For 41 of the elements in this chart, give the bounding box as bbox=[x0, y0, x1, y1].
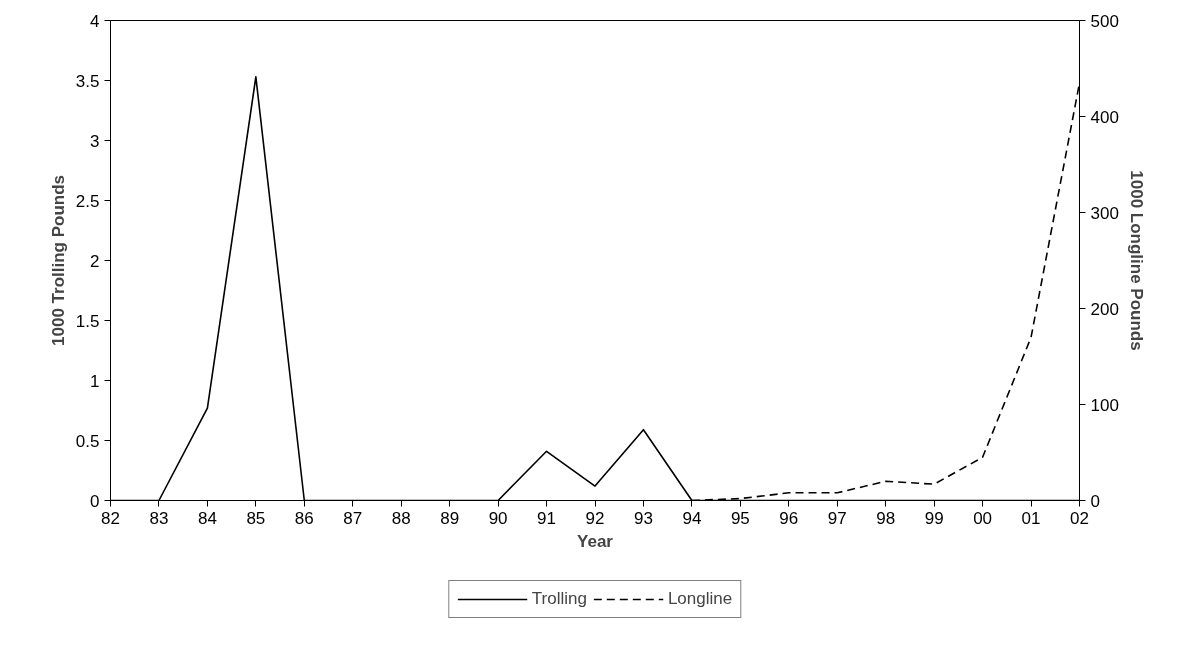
y-axis-title: 1000 Trolling Pounds bbox=[48, 175, 68, 346]
x-tick-label: 89 bbox=[440, 508, 460, 528]
legend-label: Longline bbox=[667, 589, 733, 609]
x-tick-label: 86 bbox=[294, 508, 314, 528]
y-tick-label: 2 bbox=[90, 251, 100, 271]
x-tick-label: 90 bbox=[488, 508, 508, 528]
x-tick-label: 97 bbox=[827, 508, 847, 528]
x-tick-label: 02 bbox=[1070, 508, 1089, 528]
x-tick-label: 96 bbox=[779, 508, 799, 528]
y-tick-label: 0.5 bbox=[75, 431, 100, 451]
y-tick-label: 3.5 bbox=[75, 71, 100, 91]
y-tick-label: 2.5 bbox=[75, 191, 100, 211]
y-tick-label: 1 bbox=[90, 371, 100, 391]
x-tick-label: 84 bbox=[197, 508, 217, 528]
y2-tick-label: 300 bbox=[1090, 203, 1119, 223]
y2-tick-label: 200 bbox=[1090, 299, 1119, 319]
y2-tick-label: 100 bbox=[1090, 395, 1119, 415]
y-tick-label: 3 bbox=[90, 131, 100, 151]
y-tick-label: 1.5 bbox=[75, 311, 100, 331]
x-tick-label: 83 bbox=[149, 508, 169, 528]
x-tick-label: 85 bbox=[246, 508, 266, 528]
x-tick-label: 98 bbox=[876, 508, 896, 528]
x-tick-label: 87 bbox=[343, 508, 363, 528]
y-tick-label: 4 bbox=[90, 11, 100, 31]
y2-tick-label: 400 bbox=[1090, 107, 1119, 127]
x-tick-label: 82 bbox=[101, 508, 120, 528]
legend-label: Trolling bbox=[531, 589, 587, 609]
y2-tick-label: 500 bbox=[1090, 11, 1119, 31]
x-tick-label: 00 bbox=[973, 508, 993, 528]
x-tick-label: 99 bbox=[924, 508, 944, 528]
x-tick-label: 93 bbox=[634, 508, 653, 528]
x-tick-label: 92 bbox=[585, 508, 605, 528]
x-tick-label: 01 bbox=[1021, 508, 1041, 528]
x-axis-title: Year bbox=[577, 531, 614, 551]
y2-tick-label: 0 bbox=[1090, 491, 1100, 511]
y2-axis-title: 1000 Longline Pounds bbox=[1126, 170, 1146, 351]
x-tick-label: 95 bbox=[730, 508, 750, 528]
y-tick-label: 0 bbox=[90, 491, 100, 511]
x-tick-label: 91 bbox=[537, 508, 557, 528]
x-tick-label: 94 bbox=[682, 508, 702, 528]
x-tick-label: 88 bbox=[391, 508, 411, 528]
